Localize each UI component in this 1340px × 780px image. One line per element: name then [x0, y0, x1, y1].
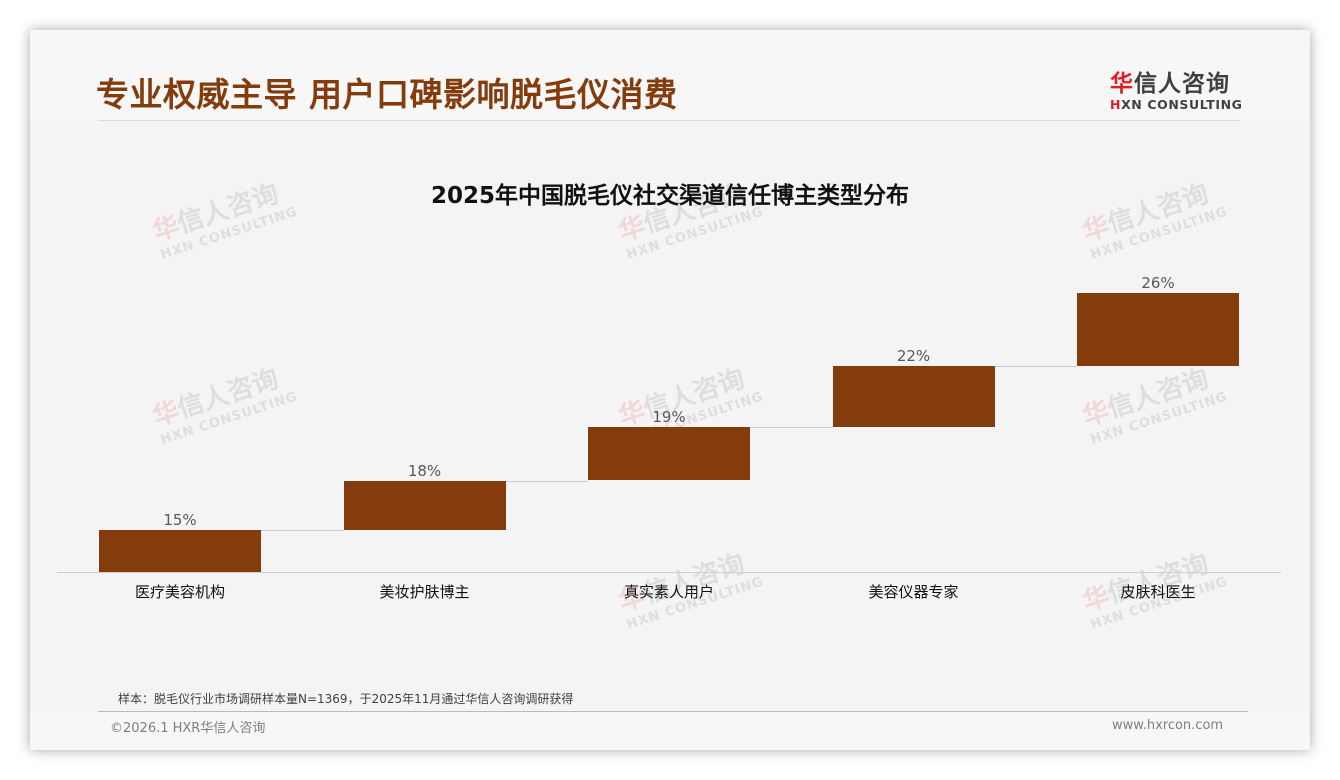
bar-4 [832, 365, 995, 428]
slide-title: 专业权威主导 用户口碑影响脱毛仪消费 [96, 75, 678, 114]
category-label: 皮肤科医生 [1120, 583, 1196, 601]
category-label: 美容仪器专家 [868, 583, 959, 601]
category-label: 医疗美容机构 [134, 583, 225, 601]
logo-accent-char: 华 [1110, 71, 1134, 97]
website-link[interactable]: www.hxrcon.com [1112, 718, 1224, 733]
value-label: 22% [896, 346, 931, 365]
bar-2 [343, 480, 506, 530]
chart-title: 2025年中国脱毛仪社交渠道信任博主类型分布 [430, 183, 909, 209]
waterfall-chart: 15% 医疗美容机构 18% 美妆护肤博主 19% 真实素人用户 22% 美容仪器专家 26% 皮… [30, 30, 1310, 750]
logo-english: HXN CONSULTING [1110, 97, 1250, 112]
bar-5 [1077, 292, 1239, 366]
bar-1 [99, 530, 261, 572]
connector-line [261, 530, 344, 531]
sample-note: 样本：脱毛仪行业市场调研样本量N=1369，于2025年11月通过华信人咨询调研… [118, 692, 574, 706]
connector-line [750, 427, 833, 429]
footer-divider [98, 711, 1248, 712]
company-logo: 华信人咨询 HXN CONSULTING [1110, 64, 1250, 112]
logo-en-text: XN CONSULTING [1121, 97, 1243, 112]
copyright-text: ©2026.1 HXR华信人咨询 [110, 721, 266, 736]
category-label: 真实素人用户 [623, 583, 714, 601]
bar-3 [588, 427, 750, 481]
x-axis-line [57, 572, 1281, 573]
connector-line [994, 365, 1077, 367]
header-divider [98, 120, 1240, 121]
slide: 专业权威主导 用户口碑影响脱毛仪消费 华信人咨询 HXN CONSULTING … [30, 30, 1310, 750]
logo-chinese: 华信人咨询 [1110, 64, 1250, 98]
footer-band [30, 712, 1310, 750]
category-label: 美妆护肤博主 [379, 583, 470, 601]
logo-en-accent: H [1110, 97, 1122, 112]
connector-line [505, 480, 588, 482]
header-band [30, 30, 1310, 120]
logo-cn-text: 信人咨询 [1134, 71, 1230, 97]
value-label: 18% [407, 461, 442, 480]
value-label: 19% [652, 408, 686, 427]
value-label: 26% [1141, 273, 1175, 292]
value-label: 15% [163, 511, 197, 529]
